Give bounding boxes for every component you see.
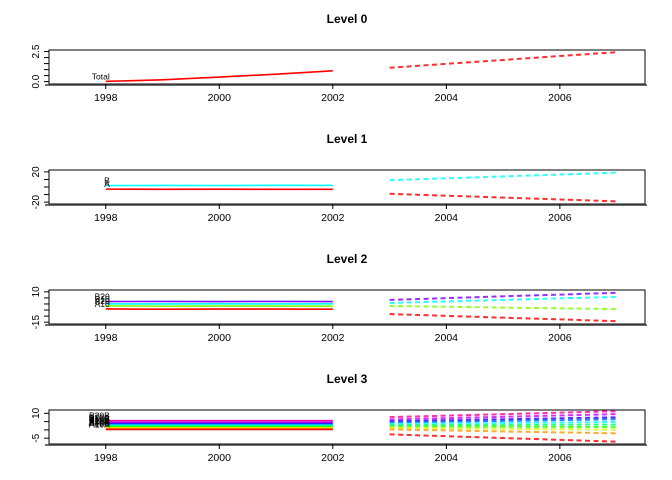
x-tick-label: 2006 <box>548 92 572 104</box>
panel-level-2: Level 2 -15 10 1998 2000 2002 2004 2006 B20 B10 A… <box>0 240 672 360</box>
forecast-line-A20A <box>389 425 617 429</box>
panel-level-3: Level 3 -5 10 1998 2000 2002 2004 2006 B20B B20A… <box>0 360 672 480</box>
x-tick-label: 2000 <box>208 332 232 344</box>
forecast-line-B10B <box>389 418 617 424</box>
x-tick-label: 2000 <box>208 92 232 104</box>
series-label-A10: A10 <box>95 299 110 309</box>
series-label-A: A <box>104 179 110 189</box>
series-label-B: B <box>104 176 110 186</box>
forecast-line-A <box>389 192 617 203</box>
series-label-A20B: A20B <box>89 416 110 426</box>
forecast-line-B20 <box>389 291 617 301</box>
panel-level-1: Level 1 -20 20 1998 2000 2002 2004 2006 B A <box>0 120 672 240</box>
forecast-line-B20B <box>389 410 617 419</box>
plot-svg-level-3: -5 10 1998 2000 2002 2004 2006 B20BB20AB10CB10B… <box>31 407 647 464</box>
forecast-line-A10B <box>389 428 617 435</box>
panel-title-level-1: Level 1 <box>326 132 368 146</box>
x-tick-label: 2000 <box>208 452 232 464</box>
series-label-A20: A20 <box>95 296 110 306</box>
y-tick-label: -5 <box>31 433 42 442</box>
forecast-line-A10 <box>389 313 617 323</box>
panel-title-level-2: Level 2 <box>326 252 368 266</box>
forecast-line-Total <box>389 51 617 69</box>
forecast-line-B10C <box>389 416 617 423</box>
x-tick-label: 1998 <box>94 452 118 464</box>
series-label-A20A: A20A <box>89 417 110 427</box>
series-label-B10A: B10A <box>89 415 110 425</box>
y-tick-label: -20 <box>31 194 42 209</box>
plot-box <box>48 409 646 445</box>
forecast-line-A10C <box>389 426 617 431</box>
y-tick-label: 20 <box>31 166 42 178</box>
plot-box <box>48 289 646 325</box>
x-tick-label: 2002 <box>321 212 345 224</box>
x-tick-label: 2006 <box>548 332 572 344</box>
series-label-B20: B20 <box>95 292 110 302</box>
panel-level-0: Level 0 0.0 2.5 1998 2000 2002 2004 2006 Total <box>0 0 672 120</box>
forecast-line-B10A <box>389 420 617 425</box>
series-label-B10C: B10C <box>88 414 109 424</box>
x-tick-label: 1998 <box>94 212 118 224</box>
forecast-line-B20A <box>389 413 617 421</box>
x-tick-label: 2004 <box>435 332 459 344</box>
y-tick-label: 10 <box>31 286 42 298</box>
x-tick-label: 1998 <box>94 332 118 344</box>
forecast-line-B10 <box>389 295 617 304</box>
plot-svg-level-0: 0.0 2.5 1998 2000 2002 2004 2006 Total <box>31 44 647 104</box>
y-tick-label: -15 <box>31 315 42 330</box>
x-tick-label: 2002 <box>321 332 345 344</box>
series-label-B10: B10 <box>95 294 110 304</box>
x-tick-label: 1998 <box>94 92 118 104</box>
y-tick-label: 10 <box>31 407 42 419</box>
series-label-Total: Total <box>92 71 110 81</box>
series-label-A10C: A10C <box>88 418 109 428</box>
panel-title-level-3: Level 3 <box>326 372 368 386</box>
x-tick-label: 2006 <box>548 212 572 224</box>
forecast-line-A20 <box>389 305 617 311</box>
plot-box <box>48 49 646 85</box>
series-label-A10B: A10B <box>89 419 110 429</box>
forecast-line-B <box>389 171 617 182</box>
forecast-line-A20B <box>389 423 617 427</box>
x-tick-label: 2002 <box>321 452 345 464</box>
x-tick-label: 2004 <box>435 452 459 464</box>
x-tick-label: 2004 <box>435 212 459 224</box>
y-tick-label: 2.5 <box>31 44 42 58</box>
history-line-Total <box>105 69 333 83</box>
series-label-B20A: B20A <box>89 412 110 422</box>
x-tick-label: 2002 <box>321 92 345 104</box>
panel-title-level-0: Level 0 <box>326 12 368 26</box>
x-tick-label: 2004 <box>435 92 459 104</box>
x-tick-label: 2000 <box>208 212 232 224</box>
series-label-A10A: A10A <box>89 419 110 429</box>
plot-svg-level-1: -20 20 1998 2000 2002 2004 2006 BA <box>31 166 647 224</box>
x-tick-label: 2006 <box>548 452 572 464</box>
y-tick-label: 0.0 <box>31 74 42 88</box>
series-label-B20B: B20B <box>89 411 110 421</box>
forecast-line-A10A <box>389 433 617 443</box>
series-label-B10B: B10B <box>89 414 110 424</box>
